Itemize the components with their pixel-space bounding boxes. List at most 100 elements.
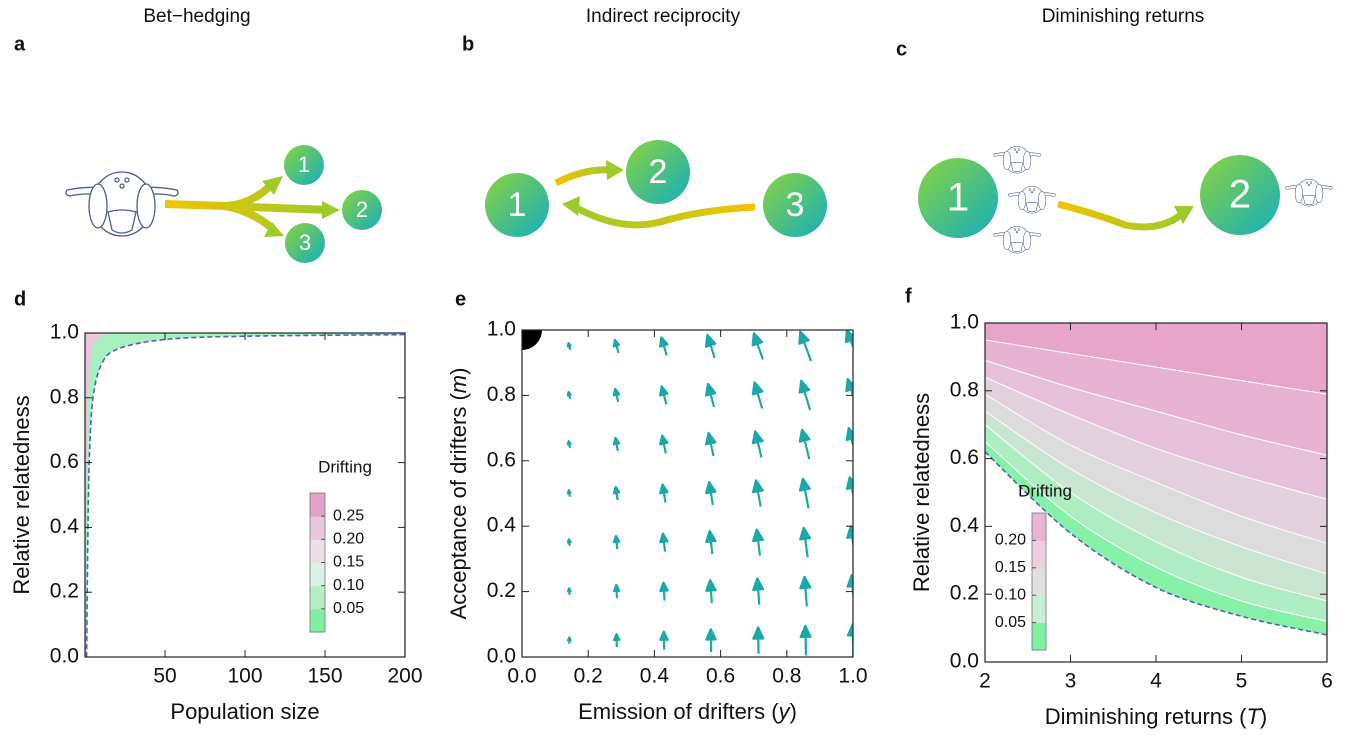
x-tick-label: 0.6 (706, 665, 735, 688)
chart-contour: 2 3 4 5 6 0.0 0.2 0.4 0.6 0.8 1.0 Diminishing retur… (905, 285, 1333, 729)
arrow (658, 336, 669, 356)
node-label: 1 (508, 186, 527, 224)
arrow (566, 489, 572, 497)
arrow-head (606, 160, 624, 180)
y-tick-label: 0.0 (50, 645, 79, 668)
arrow (751, 430, 764, 458)
colorbar-band (310, 516, 325, 540)
y-axis-label: Relative relatedness (9, 395, 34, 594)
contour-line (985, 441, 1327, 622)
colorbar-band (1032, 622, 1046, 651)
y-tick-label: 0.8 (50, 385, 79, 408)
x-axis-label: Diminishing returns (T) (1045, 704, 1268, 729)
arrow (705, 579, 717, 604)
arrow (705, 431, 717, 457)
arrow (566, 440, 572, 448)
diagram-title: Diminishing returns (1042, 6, 1205, 27)
y-tick-label: 1.0 (487, 318, 516, 341)
y-tick-label: 0.2 (487, 579, 516, 602)
node (626, 140, 690, 204)
contour-line (985, 359, 1327, 456)
colorbar-tick-label: 0.25 (333, 507, 364, 524)
boundary-line (985, 451, 1327, 636)
y-axis-label: Acceptance of drifters (m) (446, 368, 471, 620)
wasp-icon (993, 145, 1041, 174)
arrow (659, 630, 669, 650)
arrow (751, 332, 764, 360)
colorbar-band (1032, 595, 1046, 624)
colorbar-tick-label: 0.20 (995, 532, 1026, 549)
plot-frame (521, 329, 854, 658)
colorbar-tick-label: 0.20 (333, 531, 364, 548)
x-axis-label-part: ) (790, 699, 797, 724)
node-label: 3 (786, 186, 805, 224)
colorbar-title: Drifting (1018, 481, 1072, 500)
diagram-a: Bet−hedging a 1 2 3 (14, 6, 382, 263)
arrow (798, 428, 811, 460)
colorbar-band (1032, 513, 1046, 541)
y-tick-label: 0.2 (50, 580, 79, 603)
colorbar-band (310, 585, 325, 610)
contour-line (985, 410, 1327, 575)
arrow (1057, 200, 1185, 231)
node-label: 3 (299, 230, 311, 255)
panel-letter: e (455, 288, 466, 310)
x-axis-label-part: Diminishing returns ( (1045, 704, 1247, 729)
arrow (799, 526, 812, 558)
y-axis-label-part: Acceptance of drifters ( (446, 393, 471, 620)
arrow-head (1174, 206, 1194, 224)
x-tick-label: 0.8 (772, 665, 801, 688)
x-axis-label: Population size (170, 699, 319, 724)
wasp-icon (1008, 185, 1056, 214)
arrow (612, 485, 621, 501)
wasp-icon (1285, 178, 1333, 207)
y-tick-label: 0.6 (50, 450, 79, 473)
colorbar-tick-label: 0.10 (333, 577, 364, 594)
node-label: 1 (298, 152, 310, 177)
arrow (752, 626, 765, 654)
arrow (799, 624, 812, 656)
chart-contour: 50 100 150 200 0.0 0.2 0.4 0.6 0.8 1.0 Population … (9, 288, 423, 724)
node (485, 173, 549, 237)
y-axis-label: Relative relatedness (909, 393, 934, 592)
wasp-icon (65, 171, 179, 237)
x-tick-label: 3 (1065, 670, 1077, 693)
panel-letter: b (462, 33, 474, 55)
diagram-title: Indirect reciprocity (586, 6, 741, 27)
colorbar-tick-label: 0.15 (333, 554, 364, 571)
node (285, 223, 325, 263)
arrow (659, 434, 669, 454)
arrow (844, 330, 853, 350)
contour-line (985, 393, 1327, 544)
colorbar-band (310, 539, 325, 563)
colorbar-band (310, 608, 325, 633)
x-axis-label: Emission of drifters (y) (578, 699, 797, 724)
arrow (846, 525, 853, 551)
arrow (612, 583, 621, 599)
x-tick-label: 0.2 (574, 665, 603, 688)
panel-letter: d (14, 288, 26, 310)
x-tick-label: 2 (979, 670, 991, 693)
arrow (612, 436, 621, 452)
colorbar-band (310, 562, 325, 587)
arrow (705, 628, 717, 653)
colorbar-band (1032, 540, 1046, 569)
colorbar-band (1032, 567, 1046, 596)
x-axis-label-part: Population size (170, 699, 319, 724)
x-tick-label: 0.0 (507, 665, 536, 688)
y-tick-label: 0.8 (487, 383, 516, 406)
node-label: 2 (1229, 173, 1251, 217)
arrow (659, 483, 669, 503)
contour-line (985, 424, 1327, 602)
y-axis-label-part: m (446, 375, 471, 393)
colorbar-tick-label: 0.10 (995, 586, 1026, 603)
node-label: 2 (649, 153, 668, 191)
node (918, 158, 998, 238)
arrow (799, 575, 812, 607)
arrow (659, 532, 669, 552)
y-tick-label: 0.6 (950, 446, 979, 469)
arrow (659, 385, 669, 405)
x-axis-label-part: Emission of drifters ( (578, 699, 779, 724)
arrow (798, 330, 813, 362)
arrow (612, 534, 621, 550)
